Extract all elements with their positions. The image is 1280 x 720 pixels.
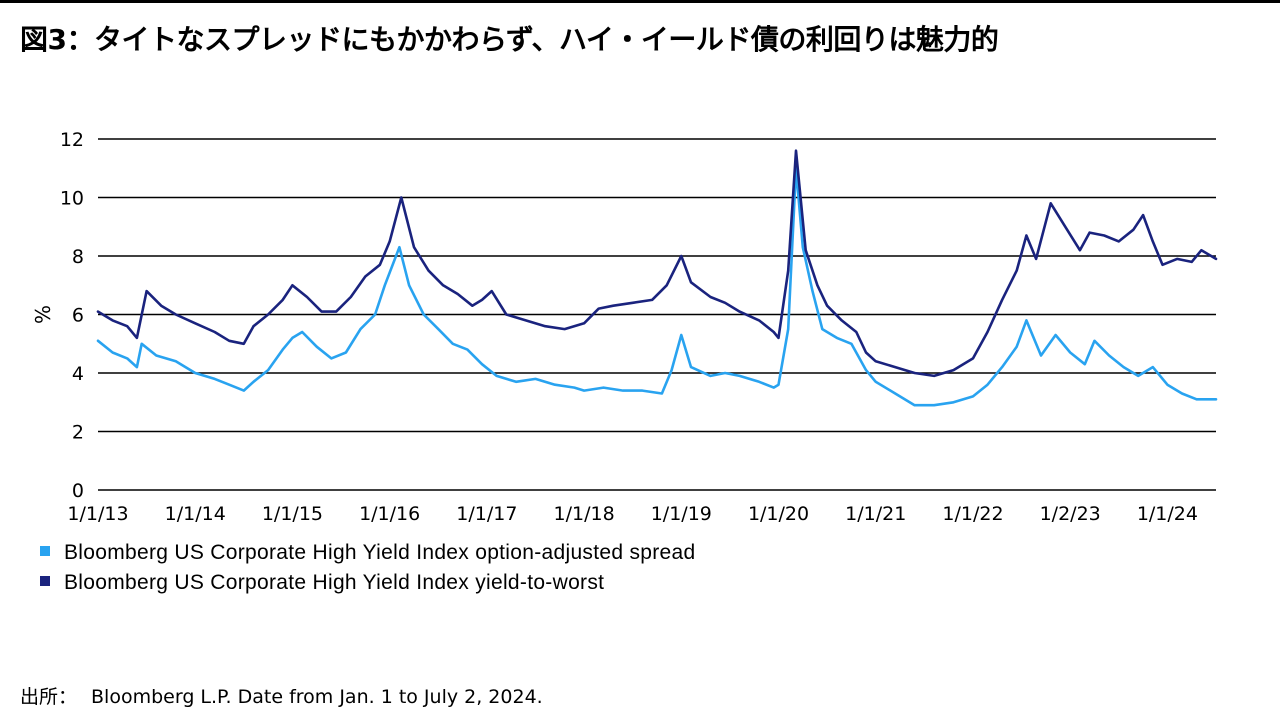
y-tick-label: 0	[72, 480, 84, 502]
x-tick-label: 1/1/20	[748, 503, 809, 525]
y-tick-label: 12	[60, 129, 84, 151]
y-axis-label: %	[31, 305, 55, 324]
x-tick-label: 1/1/16	[359, 503, 420, 525]
y-tick-label: 8	[72, 246, 84, 268]
y-tick-label: 10	[60, 188, 84, 210]
x-tick-label: 1/1/24	[1137, 503, 1198, 525]
legend-label: Bloomberg US Corporate High Yield Index …	[64, 571, 604, 594]
legend-swatch	[40, 576, 50, 586]
y-tick-label: 6	[72, 305, 84, 327]
legend-label: Bloomberg US Corporate High Yield Index …	[64, 541, 695, 564]
x-tick-label: 1/1/14	[165, 503, 226, 525]
series-line-1	[96, 167, 1218, 407]
y-tick-label: 2	[72, 422, 84, 444]
x-tick-label: 1/1/22	[942, 503, 1003, 525]
source-label: 出所：	[20, 686, 78, 708]
top-rule	[0, 0, 1280, 3]
x-tick-label: 1/1/21	[845, 503, 906, 525]
x-tick-label: 1/1/13	[67, 503, 128, 525]
source-text: Bloomberg L.P. Date from Jan. 1 to July …	[91, 686, 543, 708]
source-note: 出所： Bloomberg L.P. Date from Jan. 1 to Ju…	[20, 682, 557, 709]
legend-swatch	[40, 546, 50, 556]
y-tick-label: 4	[72, 363, 84, 385]
series-line-2	[96, 149, 1218, 378]
x-tick-label: 1/1/18	[554, 503, 615, 525]
x-tick-label: 1/1/15	[262, 503, 323, 525]
x-tick-label: 1/1/19	[651, 503, 712, 525]
x-tick-label: 1/1/17	[456, 503, 517, 525]
x-tick-label: 1/2/23	[1040, 503, 1101, 525]
page-title: 図3：タイトなスプレッドにもかかわらず、ハイ・イールド債の利回りは魅力的	[20, 23, 999, 56]
